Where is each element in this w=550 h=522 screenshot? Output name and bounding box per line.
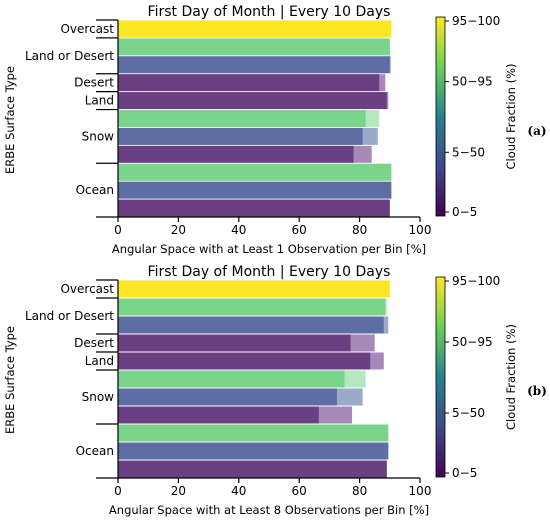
- panel-tag-a: (a): [527, 124, 546, 138]
- group-label-desert: Desert: [74, 76, 114, 90]
- bar-first-day-desert-3: [118, 334, 351, 352]
- group-label-snow: Snow: [82, 129, 115, 143]
- bar-first-day-ocean-10: [118, 199, 390, 217]
- bar-first-day-ocean-8: [118, 163, 392, 181]
- x-tick-label-60: 60: [292, 484, 307, 498]
- bar-first-day-snow-7: [118, 406, 319, 424]
- group-label-land-or-desert: Land or Desert: [25, 49, 114, 63]
- colorbar: [435, 16, 446, 217]
- bar-first-day-land-4: [118, 92, 387, 110]
- x-tick-label-80: 80: [352, 484, 367, 498]
- bar-first-day-ocean-8: [118, 424, 389, 442]
- group-label-desert: Desert: [74, 336, 114, 350]
- bar-first-day-land-or-desert-2: [118, 56, 390, 74]
- y-axis-label-a: ERBE Surface Type: [3, 66, 17, 174]
- x-tick-label-40: 40: [231, 484, 246, 498]
- group-label-ocean: Ocean: [76, 444, 114, 458]
- colorbar-tick-1: 5−50: [452, 406, 485, 420]
- colorbar-label: Cloud Fraction (%): [504, 324, 518, 430]
- group-label-land: Land: [85, 94, 114, 108]
- x-axis-label-a: Angular Space with at Least 1 Observatio…: [112, 242, 426, 256]
- group-label-snow: Snow: [82, 390, 115, 404]
- x-tick-label-80: 80: [352, 223, 367, 237]
- colorbar-tick-2: 50−95: [452, 75, 493, 89]
- group-label-overcast: Overcast: [60, 282, 114, 296]
- colorbar-tick-0: 0−5: [452, 205, 477, 219]
- chart-title-a: First Day of Month | Every 10 Days: [148, 4, 391, 20]
- colorbar-tick-3: 95−100: [452, 274, 500, 288]
- bar-first-day-land-or-desert-2: [118, 316, 384, 334]
- x-tick-label-0: 0: [114, 223, 122, 237]
- bar-first-day-snow-7: [118, 145, 354, 163]
- bar-first-day-overcast-0: [118, 20, 392, 38]
- bar-first-day-land-or-desert-1: [118, 298, 386, 316]
- colorbar-tick-1: 5−50: [452, 145, 485, 159]
- panel-a: First Day of Month | Every 10 Days ERBE …: [3, 4, 547, 256]
- group-label-ocean: Ocean: [76, 183, 114, 197]
- x-tick-label-0: 0: [114, 484, 122, 498]
- x-tick-label-20: 20: [171, 484, 186, 498]
- bar-first-day-snow-6: [118, 127, 363, 145]
- colorbar: [435, 276, 446, 478]
- colorbar-label: Cloud Fraction (%): [504, 64, 518, 170]
- bar-first-day-ocean-9: [118, 181, 392, 199]
- bar-first-day-snow-5: [118, 370, 345, 388]
- bar-first-day-land-4: [118, 352, 371, 370]
- chart-title-b: First Day of Month | Every 10 Days: [148, 264, 391, 280]
- colorbar-tick-0: 0−5: [452, 466, 477, 480]
- bar-first-day-snow-6: [118, 388, 337, 406]
- x-tick-label-40: 40: [231, 223, 246, 237]
- x-tick-label-100: 100: [409, 484, 432, 498]
- colorbar-tick-2: 50−95: [452, 335, 493, 349]
- bar-first-day-snow-5: [118, 110, 366, 127]
- bar-first-day-land-or-desert-1: [118, 38, 390, 56]
- bar-first-day-ocean-10: [118, 460, 387, 478]
- group-label-land-or-desert: Land or Desert: [25, 309, 114, 323]
- panel-tag-b: (b): [527, 384, 547, 398]
- y-axis-label-b: ERBE Surface Type: [3, 326, 17, 434]
- x-tick-label-100: 100: [409, 223, 432, 237]
- colorbar-tick-3: 95−100: [452, 14, 500, 28]
- bar-first-day-desert-3: [118, 74, 380, 92]
- x-tick-label-60: 60: [292, 223, 307, 237]
- x-axis-label-b: Angular Space with at Least 8 Observatio…: [109, 503, 429, 517]
- bar-first-day-overcast-0: [118, 280, 389, 298]
- x-tick-label-20: 20: [171, 223, 186, 237]
- bar-first-day-ocean-9: [118, 442, 389, 460]
- group-label-overcast: Overcast: [60, 22, 114, 36]
- group-label-land: Land: [85, 354, 114, 368]
- panel-b: First Day of Month | Every 10 Days ERBE …: [3, 264, 547, 517]
